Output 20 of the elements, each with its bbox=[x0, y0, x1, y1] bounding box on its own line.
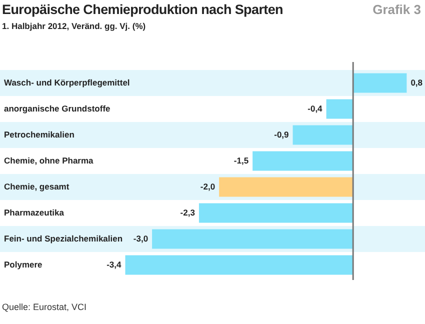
y-tick-label: anorganische Grundstoffe bbox=[4, 103, 111, 114]
data-label: -1,5 bbox=[234, 155, 249, 166]
data-label: -0,9 bbox=[274, 129, 290, 140]
y-tick-label: Pharmazeutika bbox=[4, 207, 64, 218]
data-label: -3,4 bbox=[106, 259, 122, 270]
data-label: -3,0 bbox=[133, 233, 148, 244]
data-label: -0,4 bbox=[308, 103, 323, 114]
y-tick-label: Polymere bbox=[4, 259, 43, 270]
source-note: Quelle: Eurostat, VCI bbox=[2, 302, 87, 312]
y-tick-label: Chemie, ohne Pharma bbox=[4, 155, 94, 166]
y-tick-label: Petrochemikalien bbox=[4, 129, 74, 140]
text: Grafik 3 bbox=[372, 2, 421, 17]
y-tick-label: Fein- und Spezialchemikalien bbox=[4, 233, 123, 244]
chart-title: Europäische Chemieproduktion nach Sparten bbox=[2, 2, 284, 17]
y-tick-label: Chemie, gesamt bbox=[4, 181, 70, 192]
chart-subtitle: 1. Halbjahr 2012, Veränd. gg. Vj. (%) bbox=[2, 21, 146, 31]
data-label: -2,0 bbox=[200, 181, 216, 192]
y-tick-label: Wasch- und Körperpflegemittel bbox=[4, 77, 130, 88]
data-label: -2,3 bbox=[180, 207, 196, 218]
data-label: 0,8 bbox=[410, 77, 423, 88]
